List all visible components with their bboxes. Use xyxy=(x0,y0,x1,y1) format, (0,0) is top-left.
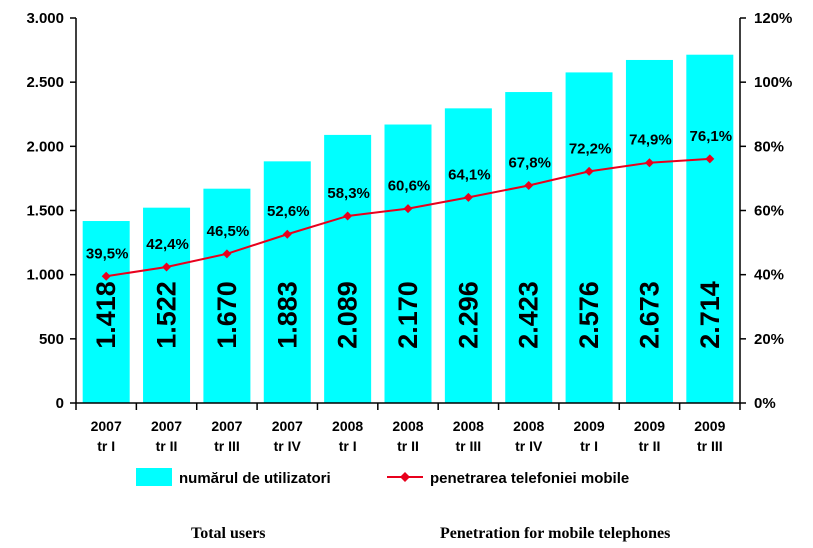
bar-2 xyxy=(203,188,251,403)
penetration-value-label: 72,2% xyxy=(569,140,612,157)
bar-value-label: 1.670 xyxy=(212,281,242,349)
x-tick-label-year: 2009 xyxy=(694,418,725,434)
penetration-value-label: 76,1% xyxy=(690,128,733,145)
penetration-point xyxy=(222,249,232,259)
bar-8 xyxy=(565,72,613,403)
bar-4 xyxy=(324,134,372,403)
x-tick-label-year: 2008 xyxy=(513,418,544,434)
x-tick-label-quarter: tr III xyxy=(697,438,723,454)
penetration-value-label: 42,4% xyxy=(146,236,189,253)
y-right-tick-label: 40% xyxy=(754,267,784,284)
y-right-tick-label: 100% xyxy=(754,74,792,91)
legend-bar-swatch xyxy=(136,468,172,486)
x-tick-label-year: 2007 xyxy=(272,418,303,434)
x-tick-label-year: 2008 xyxy=(453,418,484,434)
penetration-value-label: 60,6% xyxy=(388,178,431,195)
bar-0 xyxy=(82,221,130,403)
penetration-point xyxy=(705,154,715,164)
penetration-point xyxy=(524,180,534,190)
legend: numărul de utilizatori penetrarea telefo… xyxy=(136,468,629,487)
penetration-point xyxy=(403,204,413,214)
bar-value-label: 2.714 xyxy=(695,281,725,349)
x-tick-label-quarter: tr I xyxy=(580,438,598,454)
bar-value-label: 1.883 xyxy=(272,281,302,349)
y-right-tick-label: 60% xyxy=(754,203,784,220)
y-right-tick-label: 20% xyxy=(754,331,784,348)
x-tick-label-quarter: tr II xyxy=(156,438,178,454)
y-right-tick-label: 80% xyxy=(754,138,784,155)
x-tick-label-quarter: tr II xyxy=(639,438,661,454)
x-tick-label-year: 2008 xyxy=(332,418,363,434)
line-layer xyxy=(101,154,715,281)
y-left-tick-label: 1.000 xyxy=(26,267,64,284)
penetration-point xyxy=(584,166,594,176)
bar-value-label: 2.673 xyxy=(634,281,664,349)
penetration-point xyxy=(282,229,292,239)
penetration-point xyxy=(101,271,111,281)
penetration-value-label: 46,5% xyxy=(207,223,250,240)
x-tick-label-quarter: tr I xyxy=(339,438,357,454)
penetration-point xyxy=(463,192,473,202)
legend-line-label: penetrarea telefoniei mobile xyxy=(430,470,629,487)
bar-9 xyxy=(625,59,673,404)
x-tick-label-quarter: tr IV xyxy=(515,438,543,454)
y-right-tick-label: 0% xyxy=(754,395,776,412)
legend-line-marker xyxy=(400,472,410,482)
legend-bar-label: numărul de utilizatori xyxy=(179,470,331,487)
bar-value-label: 2.170 xyxy=(393,281,423,349)
x-tick-label-quarter: tr II xyxy=(397,438,419,454)
caption-total-users: Total users xyxy=(191,525,266,542)
penetration-value-label: 52,6% xyxy=(267,203,310,220)
y-left-tick-label: 500 xyxy=(39,331,64,348)
bar-3 xyxy=(263,161,311,403)
bar-10 xyxy=(686,54,734,403)
chart: 0 500 1.000 1.500 2.000 2.500 3.000 0% 20% 40% 60%… xyxy=(26,10,792,487)
y-left-tick-label: 0 xyxy=(56,395,64,412)
penetration-value-label: 39,5% xyxy=(86,245,129,262)
axes-layer: 0 500 1.000 1.500 2.000 2.500 3.000 0% 20% 40% 60%… xyxy=(26,10,792,454)
x-tick-label-quarter: tr III xyxy=(456,438,482,454)
bar-value-label: 1.418 xyxy=(91,281,121,349)
y-left-tick-label: 3.000 xyxy=(26,10,64,27)
bar-value-label: 2.576 xyxy=(574,281,604,349)
penetration-value-label: 64,1% xyxy=(448,166,491,183)
x-tick-label-year: 2009 xyxy=(634,418,665,434)
bar-value-label: 2.296 xyxy=(453,281,483,349)
x-tick-label-quarter: tr I xyxy=(97,438,115,454)
penetration-value-label: 58,3% xyxy=(327,185,370,202)
penetration-point xyxy=(162,262,172,272)
penetration-point xyxy=(343,211,353,221)
penetration-value-label: 67,8% xyxy=(508,154,551,171)
penetration-point xyxy=(644,158,654,168)
caption-penetration: Penetration for mobile telephones xyxy=(440,525,671,542)
y-left-tick-label: 1.500 xyxy=(26,203,64,220)
bars-layer xyxy=(82,54,734,404)
bar-5 xyxy=(384,124,432,404)
x-tick-label-quarter: tr IV xyxy=(274,438,302,454)
bar-value-label: 2.423 xyxy=(514,281,544,349)
bar-value-label: 2.089 xyxy=(333,281,363,349)
labels-layer: 1.418 1.522 1.670 1.883 2.089 2.170 2.296 2.423… xyxy=(86,128,732,349)
y-right-tick-label: 120% xyxy=(754,10,792,27)
bar-1 xyxy=(143,207,191,403)
bar-value-label: 1.522 xyxy=(152,281,182,349)
x-tick-label-year: 2007 xyxy=(211,418,242,434)
x-tick-label-year: 2007 xyxy=(91,418,122,434)
x-tick-label-quarter: tr III xyxy=(214,438,240,454)
y-left-tick-label: 2.500 xyxy=(26,74,64,91)
penetration-value-label: 74,9% xyxy=(629,132,672,149)
bar-7 xyxy=(505,92,553,403)
y-left-tick-label: 2.000 xyxy=(26,138,64,155)
x-tick-label-year: 2008 xyxy=(392,418,423,434)
bar-6 xyxy=(444,108,492,403)
x-tick-label-year: 2009 xyxy=(574,418,605,434)
x-tick-label-year: 2007 xyxy=(151,418,182,434)
